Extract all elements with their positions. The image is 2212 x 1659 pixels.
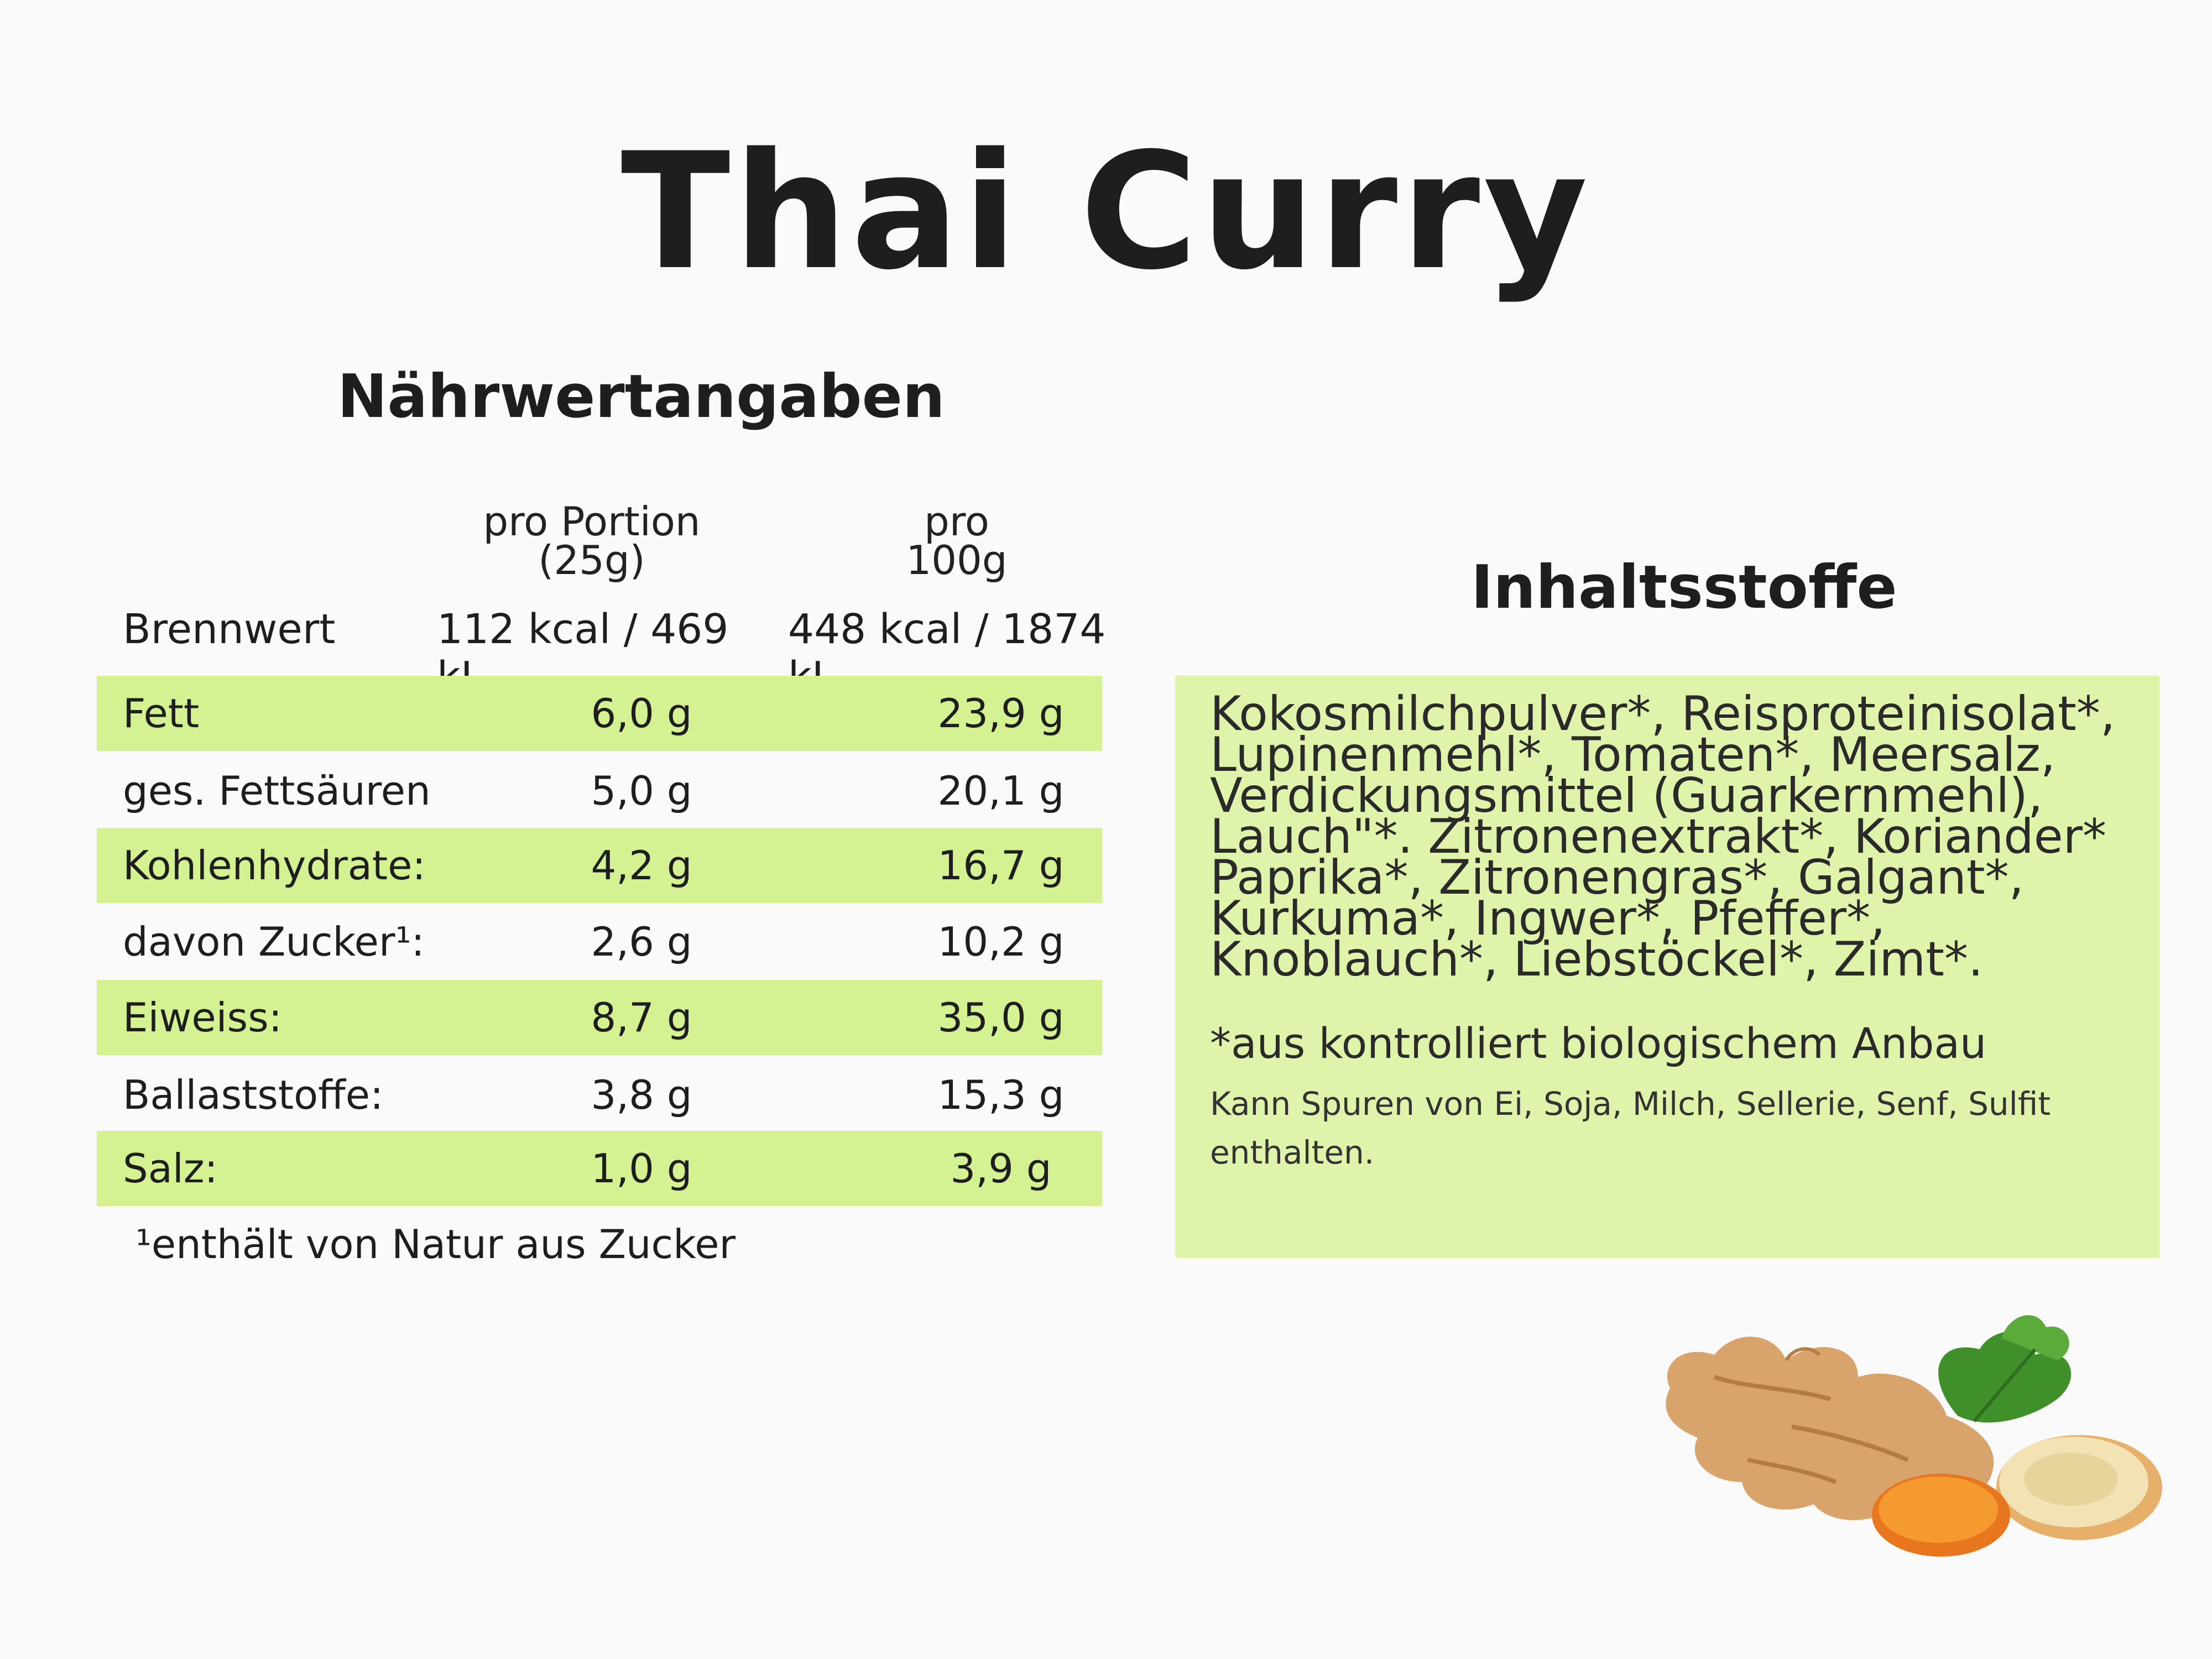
nutrient-per-100g: 16,7 g [937, 842, 1065, 889]
nutrition-row: Fett 6,0 g 23,9 g [97, 676, 1102, 751]
column-header-per-portion: pro Portion (25g) [437, 502, 747, 580]
nutrient-label: davon Zucker¹: [123, 919, 425, 965]
nutrition-row: Eiweiss: 8,7 g 35,0 g [97, 980, 1102, 1055]
column-header-per-100g: pro 100g [802, 502, 1112, 580]
ginger-root [1666, 1337, 1994, 1520]
nutrient-label: Fett [123, 690, 200, 737]
sugar-footnote: ¹enthält von Natur aus Zucker [135, 1221, 736, 1267]
column-header-line: (25g) [538, 537, 645, 583]
nutrient-per-portion: 6,0 g [591, 690, 692, 737]
nutrition-row: davon Zucker¹: 2,6 g 10,2 g [97, 904, 1102, 979]
nutrient-label: Ballaststoffe: [123, 1072, 384, 1118]
nutrient-label: Kohlenhydrate: [123, 842, 426, 889]
nutrient-per-portion: 2,6 g [591, 919, 692, 965]
organic-note: *aus kontrolliert biologischem Anbau [1210, 1019, 1987, 1068]
nutrient-per-portion: 5,0 g [591, 768, 692, 814]
nutrition-heading: Nährwertangaben [337, 362, 945, 431]
ginger-turmeric-illustration [1666, 1315, 2162, 1557]
nutrient-per-100g: 35,0 g [937, 994, 1065, 1041]
nutrient-per-100g: 15,3 g [937, 1072, 1065, 1118]
column-header-line: pro Portion [483, 498, 701, 545]
allergen-note: Kann Spuren von Ei, Soja, Milch, Selleri… [1210, 1085, 2051, 1171]
nutrient-per-portion: 3,8 g [591, 1072, 692, 1118]
nutrient-per-portion: 4,2 g [591, 842, 692, 889]
coriander-leaves [1938, 1315, 2072, 1423]
nutrient-label: Salz: [123, 1145, 218, 1192]
nutrient-per-100g: 10,2 g [937, 919, 1065, 965]
nutrition-row: Salz: 1,0 g 3,9 g [97, 1131, 1102, 1206]
nutrient-label: ges. Fettsäuren [123, 768, 431, 814]
ingredients-heading: Inhaltsstoffe [1471, 553, 1897, 622]
nutrient-per-portion: 8,7 g [591, 994, 692, 1041]
ingredients-box: Kokosmilchpulver*, Reisproteinisolat*, L… [1175, 676, 2159, 1258]
galangal-slice-core [2024, 1453, 2118, 1506]
nutrient-per-100g: 23,9 g [937, 690, 1065, 737]
turmeric-slice [1879, 1477, 1998, 1543]
nutrient-per-portion: 1,0 g [591, 1145, 692, 1192]
energy-per-100g: 448 kcal / 1874 kJ [788, 606, 1106, 701]
nutrient-per-100g: 3,9 g [950, 1145, 1052, 1192]
ingredients-list: Kokosmilchpulver*, Reisproteinisolat*, L… [1210, 686, 2116, 987]
column-header-line: pro [924, 498, 989, 545]
nutrient-per-100g: 20,1 g [937, 768, 1065, 814]
column-header-line: 100g [906, 537, 1008, 583]
nutrition-row: ges. Fettsäuren 5,0 g 20,1 g [97, 753, 1102, 828]
nutrition-row: Ballaststoffe: 3,8 g 15,3 g [97, 1057, 1102, 1133]
nutrition-row: Kohlenhydrate: 4,2 g 16,7 g [97, 828, 1102, 903]
energy-label: Brennwert [123, 606, 336, 653]
page-title: Thai Curry [620, 119, 1592, 305]
nutrient-label: Eiweiss: [123, 994, 282, 1041]
